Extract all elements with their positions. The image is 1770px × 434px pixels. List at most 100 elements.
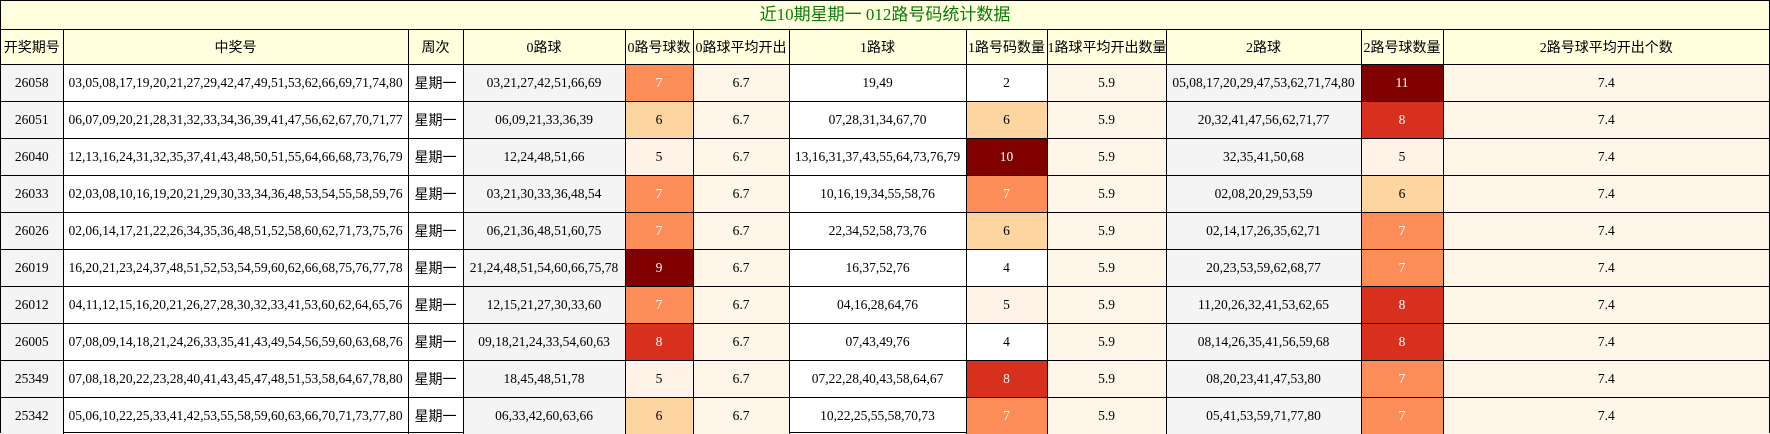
cell-route1-avg: 5.9 [1047,65,1166,102]
header-row: 开奖期号 中奖号 周次 0路球 0路号球数 0路球平均开出 1路球 1路号码数量… [1,30,1769,65]
cell-route2-balls: 05,41,53,59,71,77,80 [1166,398,1361,434]
cell-route0-avg: 6.7 [693,398,789,434]
header-issue: 开奖期号 [1,30,63,65]
cell-issue: 26012 [1,287,63,324]
cell-route0-balls: 06,09,21,33,36,39 [463,102,625,139]
cell-week: 星期一 [408,324,463,361]
cell-route1-count: 7 [966,398,1047,434]
cell-issue: 26005 [1,324,63,361]
cell-week: 星期一 [408,65,463,102]
cell-week: 星期一 [408,250,463,287]
cell-route1-count: 5 [966,287,1047,324]
cell-route2-balls: 05,08,17,20,29,47,53,62,71,74,80 [1166,65,1361,102]
cell-route2-count: 6 [1361,176,1443,213]
cell-route2-count: 8 [1361,324,1443,361]
cell-route1-avg: 5.9 [1047,324,1166,361]
cell-numbers: 02,03,08,10,16,19,20,21,29,30,33,34,36,4… [63,176,408,213]
cell-route1-balls: 22,34,52,58,73,76 [789,213,966,250]
cell-route1-balls: 07,22,28,40,43,58,64,67 [789,361,966,398]
cell-route1-avg: 5.9 [1047,102,1166,139]
cell-issue: 26033 [1,176,63,213]
cell-route2-balls: 08,20,23,41,47,53,80 [1166,361,1361,398]
cell-week: 星期一 [408,176,463,213]
cell-week: 星期一 [408,398,463,434]
cell-route2-avg: 7.4 [1443,139,1769,176]
cell-route2-balls: 20,23,53,59,62,68,77 [1166,250,1361,287]
cell-route1-count: 10 [966,139,1047,176]
cell-route2-count: 8 [1361,102,1443,139]
cell-numbers: 12,13,16,24,31,32,35,37,41,43,48,50,51,5… [63,139,408,176]
cell-route0-count: 7 [625,176,693,213]
cell-route0-avg: 6.7 [693,361,789,398]
cell-numbers: 02,06,14,17,21,22,26,34,35,36,48,51,52,5… [63,213,408,250]
cell-route2-count: 5 [1361,139,1443,176]
cell-issue: 25342 [1,398,63,434]
cell-route0-balls: 03,21,30,33,36,48,54 [463,176,625,213]
cell-issue: 25349 [1,361,63,398]
cell-route0-avg: 6.7 [693,176,789,213]
cell-route1-avg: 5.9 [1047,250,1166,287]
page-title: 近10期星期一 012路号码统计数据 [1,1,1769,30]
cell-route1-balls: 04,16,28,64,76 [789,287,966,324]
header-route1-balls: 1路球 [789,30,966,65]
cell-route1-avg: 5.9 [1047,176,1166,213]
cell-route0-avg: 6.7 [693,102,789,139]
header-route2-balls: 2路球 [1166,30,1361,65]
cell-route1-count: 4 [966,324,1047,361]
cell-route0-balls: 06,21,36,48,51,60,75 [463,213,625,250]
header-route0-avg: 0路球平均开出 [693,30,789,65]
cell-route2-avg: 7.4 [1443,102,1769,139]
header-week: 周次 [408,30,463,65]
cell-route0-balls: 21,24,48,51,54,60,66,75,78 [463,250,625,287]
cell-week: 星期一 [408,139,463,176]
cell-route0-count: 9 [625,250,693,287]
header-numbers: 中奖号 [63,30,408,65]
cell-route0-avg: 6.7 [693,287,789,324]
cell-route2-balls: 20,32,41,47,56,62,71,77 [1166,102,1361,139]
cell-route1-balls: 13,16,31,37,43,55,64,73,76,79 [789,139,966,176]
cell-route0-count: 8 [625,324,693,361]
cell-route2-count: 8 [1361,287,1443,324]
stats-table: 开奖期号 中奖号 周次 0路球 0路号球数 0路球平均开出 1路球 1路号码数量… [1,30,1769,434]
cell-numbers: 06,07,09,20,21,28,31,32,33,34,36,39,41,4… [63,102,408,139]
cell-route2-count: 11 [1361,65,1443,102]
cell-route0-count: 5 [625,139,693,176]
cell-route2-avg: 7.4 [1443,398,1769,434]
cell-route0-balls: 06,33,42,60,63,66 [463,398,625,434]
cell-issue: 26040 [1,139,63,176]
header-route1-count: 1路号码数量 [966,30,1047,65]
cell-issue: 26019 [1,250,63,287]
cell-route2-avg: 7.4 [1443,213,1769,250]
cell-route2-count: 7 [1361,398,1443,434]
cell-route0-avg: 6.7 [693,250,789,287]
cell-route2-count: 7 [1361,250,1443,287]
cell-numbers: 07,08,18,20,22,23,28,40,41,43,45,47,48,5… [63,361,408,398]
cell-route2-avg: 7.4 [1443,287,1769,324]
cell-route2-balls: 02,14,17,26,35,62,71 [1166,213,1361,250]
cell-route1-balls: 16,37,52,76 [789,250,966,287]
cell-issue: 26058 [1,65,63,102]
cell-week: 星期一 [408,102,463,139]
cell-route0-count: 7 [625,213,693,250]
cell-numbers: 04,11,12,15,16,20,21,26,27,28,30,32,33,4… [63,287,408,324]
cell-route0-avg: 6.7 [693,65,789,102]
cell-route2-avg: 7.4 [1443,250,1769,287]
cell-route0-count: 7 [625,65,693,102]
cell-route0-avg: 6.7 [693,213,789,250]
cell-route1-count: 6 [966,102,1047,139]
cell-route1-balls: 07,43,49,76 [789,324,966,361]
header-route0-balls: 0路球 [463,30,625,65]
cell-issue: 26026 [1,213,63,250]
cell-route2-balls: 02,08,20,29,53,59 [1166,176,1361,213]
cell-route0-count: 7 [625,287,693,324]
cell-route2-balls: 11,20,26,32,41,53,62,65 [1166,287,1361,324]
cell-route1-avg: 5.9 [1047,287,1166,324]
